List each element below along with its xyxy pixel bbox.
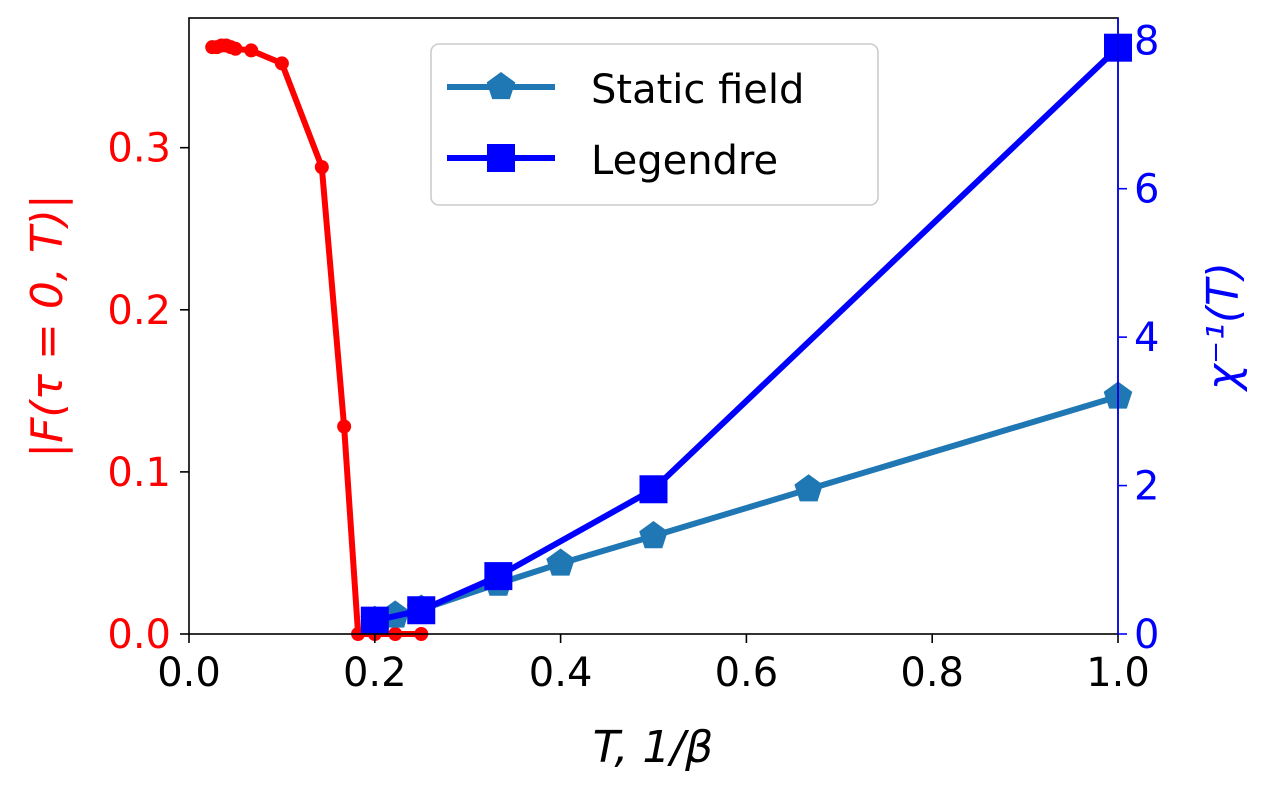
static-field-point (546, 548, 575, 576)
x-tick-label: 1.0 (1086, 650, 1150, 696)
x-axis-label: T, 1/β (593, 722, 714, 773)
f-series-point (314, 160, 329, 175)
legendre-point (407, 596, 436, 625)
legend-label-static-field: Static field (591, 67, 804, 113)
legendre-point (484, 562, 513, 591)
y-right-tick-label: 8 (1134, 18, 1159, 64)
x-tick-label: 0.2 (343, 650, 407, 696)
x-tick-label: 0.8 (900, 650, 964, 696)
y-left-tick-label: 0.2 (107, 288, 171, 334)
y-left-tick-label: 0.0 (107, 612, 171, 658)
f-series-point (274, 56, 289, 71)
y-right-tick-label: 6 (1134, 167, 1159, 213)
legend-swatch-marker (487, 144, 515, 172)
y-left-tick-label: 0.1 (107, 450, 171, 496)
y-right-tick-label: 0 (1134, 612, 1159, 658)
f-series-point (244, 43, 259, 58)
legendre-point (639, 475, 668, 504)
static-field-point (794, 474, 823, 502)
x-tick-label: 0.4 (529, 650, 593, 696)
series-layer (205, 33, 1133, 641)
legend-label-legendre: Legendre (591, 138, 778, 184)
y-left-axis-label: |F(τ = 0, T)| (22, 194, 73, 457)
x-tick-label: 0.6 (715, 650, 779, 696)
axes-layer: 0.0 0.2 0.4 0.6 0.8 1.0 0.0 0.1 0.2 0.3 0 2 4 6 8 (107, 18, 1159, 696)
f-series-point (228, 41, 243, 56)
static-field-point (639, 521, 668, 549)
legend-swatches (447, 72, 555, 172)
legend: Static field Legendre (430, 43, 879, 206)
legendre-point (360, 606, 389, 635)
y-right-tick-label: 2 (1134, 464, 1159, 510)
legend-swatch-marker (486, 72, 516, 100)
x-tick-label: 0.0 (157, 650, 221, 696)
y-left-tick-label: 0.3 (107, 126, 171, 172)
f-series-point (337, 419, 352, 434)
y-right-tick-label: 4 (1134, 315, 1159, 361)
y-right-axis-label: χ⁻¹(T) (1198, 262, 1249, 392)
